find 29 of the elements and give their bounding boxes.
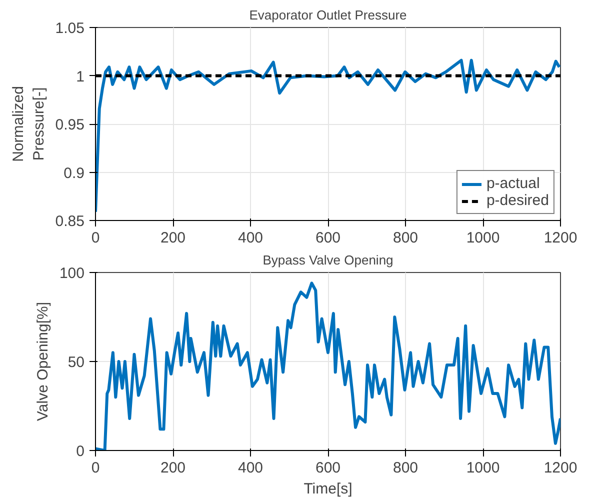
x-tick-label: 1200	[544, 460, 578, 476]
x-tick-label: 400	[238, 230, 264, 246]
y-tick-label: 0	[76, 443, 84, 460]
x-tick-label: 1000	[466, 460, 500, 476]
y-tick-label: 0.9	[64, 164, 85, 182]
y-tick-label: 50	[68, 354, 85, 371]
x-tick-label: 1200	[544, 230, 578, 246]
x-tick-label: 400	[238, 460, 264, 476]
y-tick-label: 1	[76, 68, 84, 86]
x-axis-title: Time[s]	[304, 480, 352, 498]
x-tick-label: 200	[160, 460, 186, 476]
legend-label: p-actual	[486, 175, 540, 192]
x-tick-label: 800	[392, 460, 418, 476]
y-axis-title: Normalized Pressure[-]	[10, 86, 48, 162]
x-tick-label: 800	[392, 230, 418, 246]
y-tick-label: 0.85	[55, 213, 85, 230]
y-tick-label: 0.95	[55, 116, 85, 134]
x-tick-label: 0	[91, 230, 100, 246]
x-tick-label: 0	[91, 460, 100, 476]
x-tick-label: 600	[315, 460, 341, 476]
x-tick-label: 1000	[466, 230, 500, 246]
x-tick-label: 600	[315, 230, 341, 246]
y-axis-title: Valve Opening[%]	[34, 302, 52, 421]
x-tick-label: 200	[160, 230, 186, 246]
chart-title: Evaporator Outlet Pressure	[249, 8, 407, 22]
y-tick-label: 1.05	[55, 20, 85, 37]
legend-label: p-desired	[486, 192, 549, 209]
chart-title: Bypass Valve Opening	[262, 252, 394, 268]
y-tick-label: 100	[59, 265, 85, 282]
